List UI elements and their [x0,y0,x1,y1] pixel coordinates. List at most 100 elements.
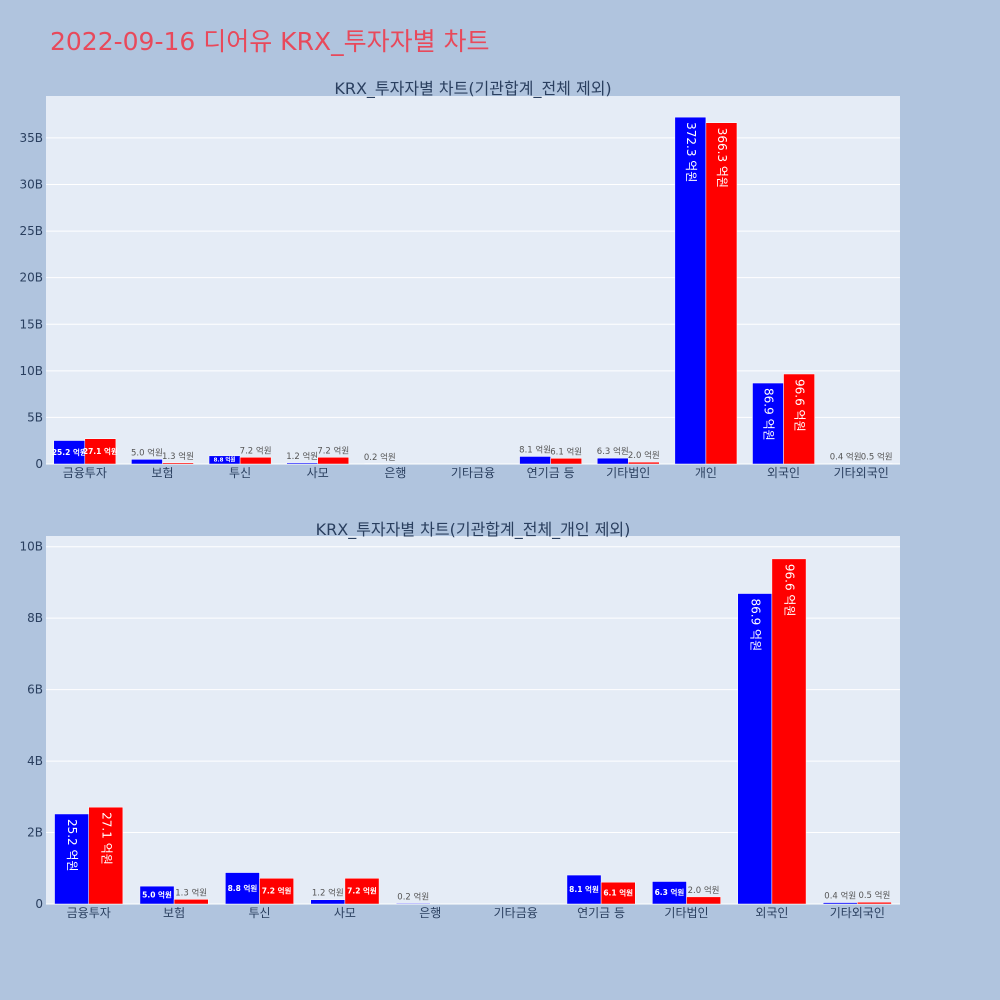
bar [139,885,175,905]
data-label: 0.5 억원 [858,890,890,901]
data-label: 1.3 억원 [162,451,194,462]
data-label: 2.0 억원 [688,885,720,896]
bar [259,878,294,905]
bar [162,462,194,465]
data-label: 0.5 억원 [861,452,893,463]
bar [173,899,209,905]
x-tick-label: 기타외국인 [830,906,885,920]
x-tick-label: 기타외국인 [834,466,889,480]
data-label: 7.2 억원 [347,886,377,896]
bar [286,462,318,465]
data-label: 5.0 억원 [131,447,163,458]
x-tick-label: 금융투자 [63,466,107,480]
bar [705,122,738,465]
x-tick-label: 외국인 [755,906,788,920]
bar [783,373,815,465]
bar [84,438,117,465]
data-label: 27.1 억원 [83,446,118,456]
bar [395,903,431,905]
chart-title: KRX_투자자별 차트(기관합계_전체 제외) [334,79,611,99]
x-tick-label: 사모 [307,466,329,480]
y-tick-label: 4B [27,754,43,768]
x-tick-label: 기타법인 [606,466,650,480]
data-label: 5.0 억원 [142,890,172,900]
data-label: 96.6 억원 [782,564,796,617]
data-label: 86.9 억원 [748,599,762,652]
x-tick-label: 금융투자 [67,906,111,920]
x-tick-label: 기타법인 [664,906,708,920]
y-tick-label: 0 [35,457,43,471]
bar [674,116,707,465]
bar [822,902,858,905]
data-label: 6.1 억원 [550,446,582,457]
data-label: 8.1 억원 [519,444,551,455]
x-tick-label: 연기금 등 [577,906,625,920]
data-label: 0.4 억원 [830,452,862,463]
bar [857,901,892,905]
data-label: 6.3 억원 [597,446,629,457]
page-title: 2022-09-16 디어유 KRX_투자자별 차트 [50,27,490,56]
data-label: 7.2 억원 [262,886,292,896]
chart-2: 0 2B 4B 6B 8B 10B KRX_투자자별 차트(기관합계_전체_개인 제외) 금융… [19,520,900,920]
data-label: 86.9 억원 [762,388,776,441]
data-label: 25.2 억원 [52,447,87,457]
data-label: 0.2 억원 [364,452,396,463]
bar [131,459,163,465]
data-label: 0.4 억원 [824,891,856,902]
y-tick-label: 0 [35,897,43,911]
data-label: 6.1 억원 [603,888,633,898]
x-tick-label: 사모 [334,906,356,920]
bar [54,813,89,905]
x-tick-label: 은행 [384,465,406,480]
data-label: 8.8 억원 [214,456,236,464]
x-tick-label: 연기금 등 [527,466,575,480]
bar [600,881,636,905]
x-tick-label: 은행 [419,905,441,920]
x-tick-label: 투신 [248,906,270,920]
x-tick-label: 투신 [229,466,251,480]
y-tick-label: 10B [19,540,43,554]
data-label: 1.3 억원 [175,887,207,898]
y-tick-label: 10B [19,364,43,378]
bar [860,463,893,465]
data-label: 1.2 억원 [312,888,344,899]
y-tick-label: 20B [19,271,43,285]
data-label: 6.3 억원 [655,887,685,897]
bar [519,456,551,465]
data-label: 8.1 억원 [569,884,599,894]
x-tick-label: 보험 [163,906,185,920]
x-tick-label: 개인 [695,466,717,480]
bar [566,874,602,905]
bar [225,872,260,905]
data-label: 96.6 억원 [793,379,807,432]
bar [686,896,721,905]
data-label: 7.2 억원 [240,445,272,456]
bar [88,806,124,905]
data-label: 372.3 억원 [684,122,698,182]
bar [364,463,396,465]
bar [771,558,807,905]
bar [239,457,272,465]
data-label: 0.2 억원 [397,891,429,902]
bar [596,457,629,465]
y-tick-label: 15B [19,317,43,331]
data-label: 8.8 억원 [228,883,258,893]
bar [628,461,660,465]
y-tick-label: 25B [19,224,43,238]
y-tick-label: 6B [27,683,43,697]
bar [652,881,687,905]
bar [752,382,784,465]
data-label: 2.0 억원 [628,450,660,461]
bar [310,899,346,905]
data-label: 27.1 억원 [99,812,113,865]
y-tick-label: 35B [19,131,43,145]
bar [317,457,350,465]
data-label: 366.3 억원 [715,128,729,188]
bar [829,463,862,465]
data-label: 7.2 억원 [317,445,349,456]
y-tick-label: 8B [27,611,43,625]
data-label: 1.2 억원 [286,451,318,462]
bar [737,593,773,905]
